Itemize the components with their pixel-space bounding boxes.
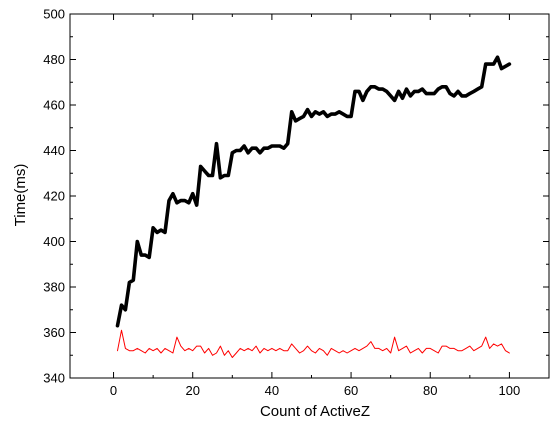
series-layer [115, 55, 512, 358]
y-tick-label: 340 [43, 371, 65, 386]
series-line-1 [115, 55, 512, 328]
y-tick-label: 460 [43, 98, 65, 113]
y-axis: 340 360 380 400 420 440 460 480 500 [43, 7, 549, 386]
plot-frame [69, 13, 550, 379]
y-axis-label: Time(ms) [12, 164, 29, 227]
x-tick-label: 80 [423, 383, 437, 398]
series-line-2 [117, 329, 510, 358]
y-tick-label: 400 [43, 234, 65, 249]
x-axis-label: Count of ActiveZ [260, 403, 370, 420]
x-tick-label: 100 [499, 383, 521, 398]
x-tick-label: 60 [344, 383, 358, 398]
y-tick-label: 420 [43, 189, 65, 204]
x-axis: 0 20 40 60 80 100 [110, 14, 520, 398]
y-tick-label: 380 [43, 280, 65, 295]
y-tick-label: 500 [43, 7, 65, 22]
x-tick-label: 40 [265, 383, 279, 398]
y-tick-label: 360 [43, 325, 65, 340]
plot-area [69, 13, 550, 379]
x-tick-label: 20 [185, 383, 199, 398]
y-tick-label: 480 [43, 52, 65, 67]
x-tick-label: 0 [110, 383, 117, 398]
y-tick-label: 440 [43, 143, 65, 158]
